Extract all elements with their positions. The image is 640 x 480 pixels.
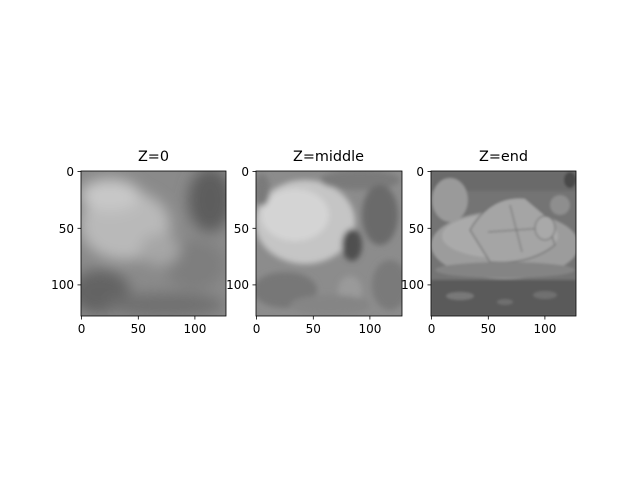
panel-zend: Z=end xyxy=(401,149,579,336)
x-tick-label: 0 xyxy=(78,322,86,336)
x-axis: 0 50 100 xyxy=(78,316,207,336)
y-tick-label: 50 xyxy=(409,222,424,236)
x-axis: 0 50 100 xyxy=(428,316,557,336)
y-tick-label: 50 xyxy=(59,222,74,236)
x-axis: 0 50 100 xyxy=(253,316,382,336)
x-tick-label: 0 xyxy=(253,322,261,336)
y-tick-label: 100 xyxy=(226,278,249,292)
x-tick-label: 50 xyxy=(481,322,496,336)
image-z0 xyxy=(70,168,232,317)
x-tick-label: 100 xyxy=(183,322,206,336)
y-tick-label: 50 xyxy=(234,222,249,236)
image-zmiddle xyxy=(253,170,408,316)
x-tick-label: 100 xyxy=(533,322,556,336)
y-tick-label: 0 xyxy=(66,165,74,179)
panel-zmiddle: Z=middle 0 50 100 xyxy=(226,149,408,336)
panel-z0: Z=0 0 50 100 0 xyxy=(51,149,232,336)
y-axis: 0 50 100 xyxy=(51,165,81,292)
y-axis: 0 50 100 xyxy=(401,165,431,292)
y-tick-label: 100 xyxy=(401,278,424,292)
y-tick-label: 100 xyxy=(51,278,74,292)
x-tick-label: 100 xyxy=(358,322,381,336)
x-tick-label: 50 xyxy=(131,322,146,336)
panel-title: Z=0 xyxy=(138,149,169,165)
y-axis: 0 50 100 xyxy=(226,165,256,292)
panel-title: Z=middle xyxy=(293,149,364,165)
y-tick-label: 0 xyxy=(416,165,424,179)
image-zend xyxy=(431,171,579,316)
panel-title: Z=end xyxy=(479,149,528,165)
y-tick-label: 0 xyxy=(241,165,249,179)
x-tick-label: 50 xyxy=(306,322,321,336)
x-tick-label: 0 xyxy=(428,322,436,336)
